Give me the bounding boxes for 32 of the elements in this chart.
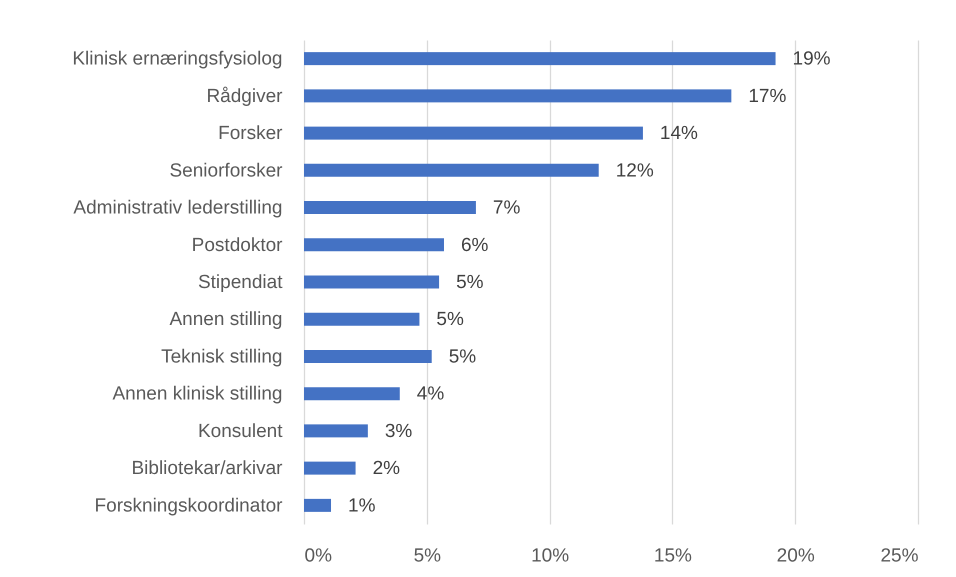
y-tick-label: Rådgiver xyxy=(206,86,284,107)
data-label: 7% xyxy=(492,198,520,219)
x-tick-label: 10% xyxy=(531,546,570,566)
x-tick-label: 0% xyxy=(304,546,332,566)
x-tick-label: 25% xyxy=(880,546,919,566)
y-tick-label: Konsulent xyxy=(198,420,284,442)
y-tick-label: Postdoktor xyxy=(192,234,284,256)
y-tick-label: Annen klinisk stilling xyxy=(112,384,282,405)
y-tick-label: Forskningskoordinator xyxy=(94,495,284,516)
y-tick-label: Annen stilling xyxy=(169,309,282,330)
x-tick-label: 5% xyxy=(414,546,442,566)
y-tick-label: Administrativ lederstilling xyxy=(73,198,282,219)
data-label: 2% xyxy=(372,458,400,480)
data-label: 3% xyxy=(384,420,412,442)
data-label: 5% xyxy=(436,309,464,330)
y-tick-label: Forsker xyxy=(218,123,284,144)
data-label: 5% xyxy=(456,272,484,293)
data-label: 14% xyxy=(660,123,698,144)
data-label: 12% xyxy=(616,160,654,182)
data-label: 4% xyxy=(416,384,444,405)
y-tick-label: Bibliotekar/arkivar xyxy=(132,458,284,480)
data-label: 19% xyxy=(792,48,831,70)
data-label: 6% xyxy=(460,234,489,256)
data-label: 17% xyxy=(748,86,786,107)
y-tick-label: Stipendiat xyxy=(198,272,284,293)
y-tick-label: Klinisk ernæringsfysiolog xyxy=(72,48,282,70)
x-tick-label: 15% xyxy=(654,546,692,566)
x-tick-label: 20% xyxy=(776,546,815,566)
y-tick-label: Teknisk stilling xyxy=(161,346,282,368)
y-tick-label: Seniorforsker xyxy=(170,160,284,182)
data-label: 5% xyxy=(448,346,476,368)
data-label: 1% xyxy=(348,495,376,516)
